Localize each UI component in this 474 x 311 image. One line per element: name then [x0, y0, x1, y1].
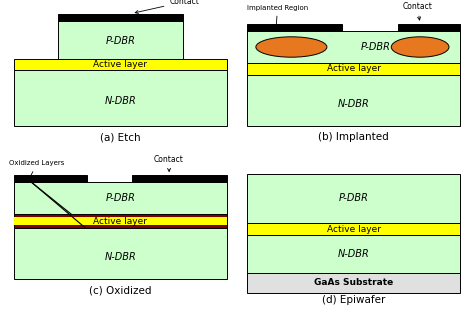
- Text: P-DBR: P-DBR: [106, 193, 136, 203]
- Text: Active layer: Active layer: [327, 64, 381, 73]
- Bar: [247, 75, 460, 126]
- Bar: [14, 183, 227, 215]
- Text: Contact: Contact: [135, 0, 199, 13]
- Text: P-DBR: P-DBR: [106, 36, 136, 46]
- Text: GaAs Substrate: GaAs Substrate: [314, 278, 393, 287]
- Bar: [247, 31, 460, 63]
- Text: (d) Epiwafer: (d) Epiwafer: [322, 295, 385, 305]
- Text: N-DBR: N-DBR: [337, 249, 369, 259]
- Bar: [14, 217, 227, 225]
- Bar: [247, 235, 460, 273]
- Text: N-DBR: N-DBR: [337, 99, 369, 109]
- Bar: [14, 175, 87, 183]
- Text: Active layer: Active layer: [93, 216, 147, 225]
- Text: (c) Oxidized: (c) Oxidized: [89, 285, 152, 295]
- Bar: [14, 215, 227, 228]
- Bar: [247, 223, 460, 235]
- Bar: [247, 174, 460, 223]
- Bar: [58, 21, 182, 59]
- Bar: [14, 228, 227, 279]
- Bar: [247, 63, 460, 75]
- Ellipse shape: [256, 37, 327, 57]
- Text: Active layer: Active layer: [327, 225, 381, 234]
- Text: (a) Etch: (a) Etch: [100, 132, 141, 142]
- Text: Contact: Contact: [402, 2, 432, 20]
- Bar: [14, 70, 227, 126]
- Bar: [14, 59, 227, 70]
- Text: P-DBR: P-DBR: [338, 193, 368, 203]
- Text: P-DBR: P-DBR: [361, 42, 391, 52]
- Text: N-DBR: N-DBR: [105, 252, 137, 262]
- Text: Implanted Region: Implanted Region: [247, 5, 308, 27]
- Text: Contact: Contact: [154, 155, 183, 171]
- Bar: [398, 24, 460, 31]
- Text: Oxidized Layers: Oxidized Layers: [9, 160, 65, 179]
- Ellipse shape: [391, 37, 449, 57]
- Bar: [247, 24, 342, 31]
- Text: Active layer: Active layer: [93, 60, 147, 69]
- Text: N-DBR: N-DBR: [105, 96, 137, 106]
- Bar: [247, 273, 460, 293]
- Bar: [132, 175, 227, 183]
- Bar: [58, 13, 182, 21]
- Text: (b) Implanted: (b) Implanted: [318, 132, 389, 142]
